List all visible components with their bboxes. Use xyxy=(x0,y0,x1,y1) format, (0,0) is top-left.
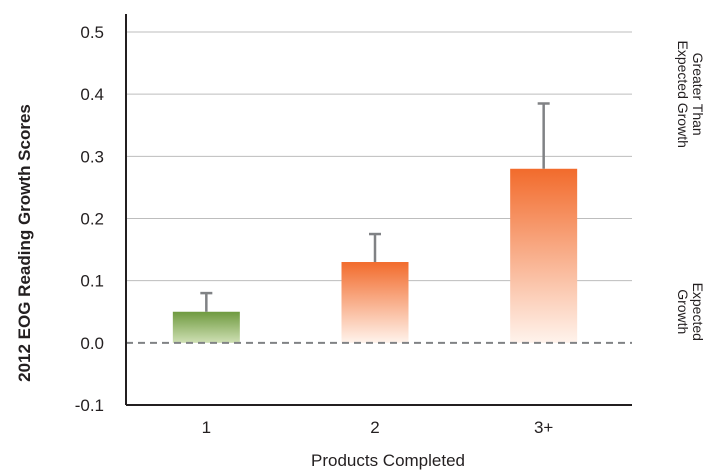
y-axis-label: 2012 EOG Reading Growth Scores xyxy=(15,104,34,382)
y-tick-labels: 0.5 0.4 0.3 0.2 0.1 0.0 -0.1 xyxy=(75,23,104,415)
x-tick-label: 3+ xyxy=(534,418,553,437)
x-axis-label: Products Completed xyxy=(311,451,465,470)
right-annotation-line: Greater Than xyxy=(690,53,706,136)
right-annotation-line: Expected Growth xyxy=(675,40,691,147)
y-tick-label: 0.3 xyxy=(80,147,104,166)
right-annotation-line: Expected xyxy=(690,283,706,341)
bar xyxy=(342,262,409,343)
bar xyxy=(173,312,240,343)
y-tick-label: 0.0 xyxy=(80,334,104,353)
y-tick-label: 0.2 xyxy=(80,210,104,229)
y-tick-label: 0.4 xyxy=(80,85,104,104)
x-tick-labels: 1 2 3+ xyxy=(202,418,554,437)
bar xyxy=(510,169,577,343)
y-tick-label: 0.1 xyxy=(80,272,104,291)
y-tick-label: 0.5 xyxy=(80,23,104,42)
x-tick-label: 2 xyxy=(370,418,379,437)
right-annotation-line: Growth xyxy=(675,289,691,334)
y-tick-label: -0.1 xyxy=(75,396,104,415)
x-tick-label: 1 xyxy=(202,418,211,437)
